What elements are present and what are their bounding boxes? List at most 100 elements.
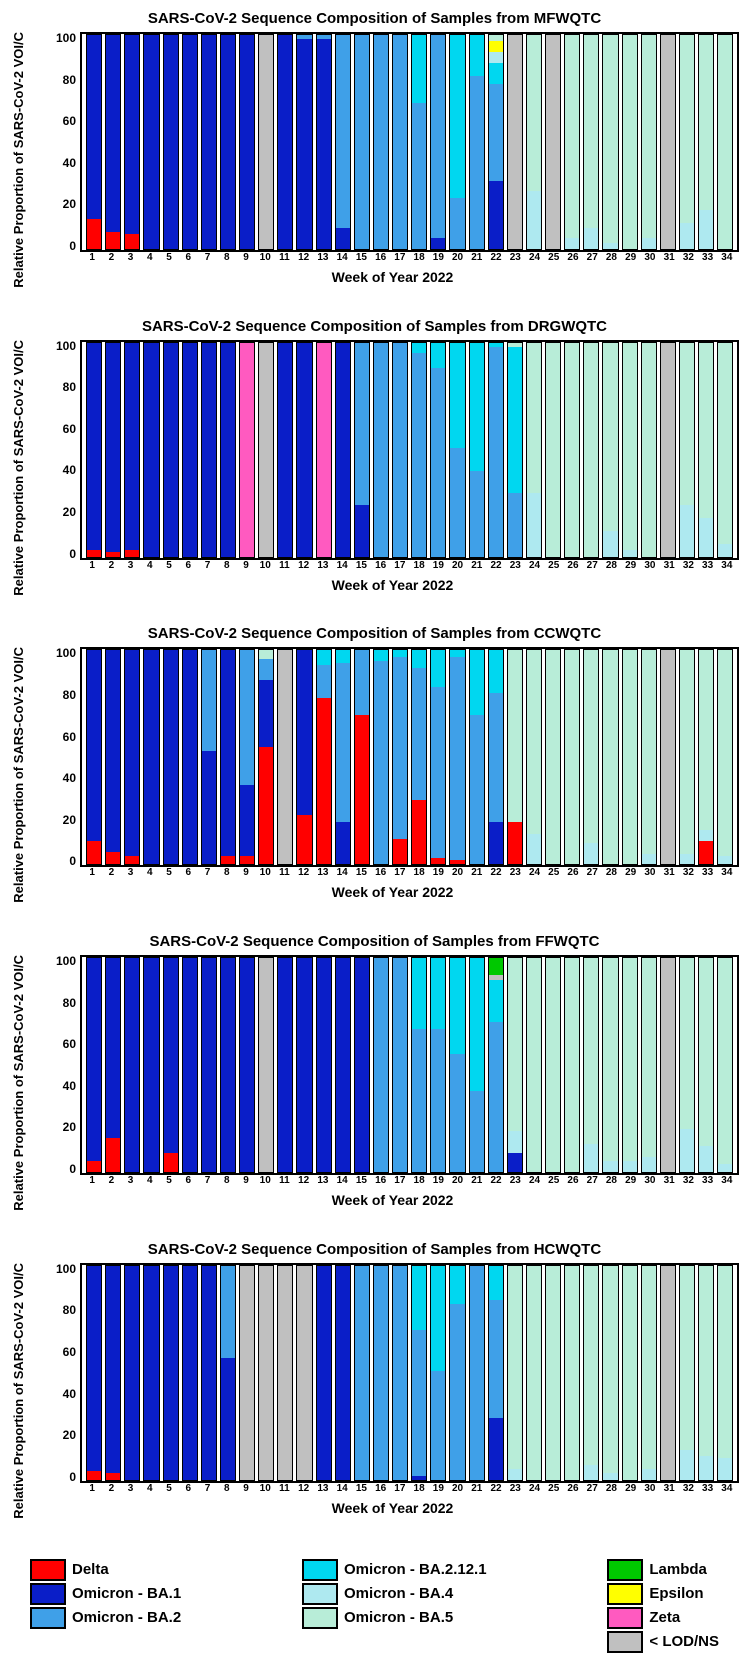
x-tick: 6 — [180, 1483, 196, 1494]
bar-segment — [317, 665, 331, 697]
bar-segment — [183, 343, 197, 557]
bar-segment — [106, 552, 120, 556]
x-tick: 26 — [565, 560, 581, 571]
x-tick: 13 — [315, 252, 331, 263]
bar-segment — [450, 958, 464, 1054]
chart-title: SARS-CoV-2 Sequence Composition of Sampl… — [10, 10, 739, 27]
bar-segment — [393, 1266, 407, 1480]
x-tick: 24 — [526, 867, 542, 878]
bar-segment — [527, 191, 541, 249]
stacked-bar — [507, 957, 523, 1173]
bar-segment — [259, 1266, 273, 1480]
legend-label: Epsilon — [649, 1585, 703, 1602]
x-tick: 20 — [449, 867, 465, 878]
stacked-bar — [698, 957, 714, 1173]
x-tick: 18 — [411, 1175, 427, 1186]
bar-segment — [106, 35, 120, 232]
stacked-bar — [86, 957, 102, 1173]
y-axis-label: Relative Proportion of SARS-CoV-2 VOI/C — [10, 32, 46, 288]
bar-segment — [584, 650, 598, 843]
stacked-bar — [392, 34, 408, 250]
bar-segment — [680, 1266, 694, 1450]
bar-segment — [603, 343, 617, 531]
bar-segment — [489, 980, 503, 1023]
x-tick: 6 — [180, 560, 196, 571]
bar-segment — [202, 650, 216, 751]
x-tick: 29 — [623, 867, 639, 878]
y-tick: 20 — [63, 814, 76, 826]
bar-segment — [355, 958, 369, 1172]
bar-segment — [642, 650, 656, 853]
bar-segment — [374, 35, 388, 249]
stacked-bar — [86, 649, 102, 865]
stacked-bar — [86, 34, 102, 250]
bar-segment — [450, 1054, 464, 1172]
x-tick: 34 — [719, 1483, 735, 1494]
bar-segment — [355, 343, 369, 506]
y-axis-ticks: 100806040200 — [46, 1263, 80, 1483]
y-tick: 80 — [63, 997, 76, 1009]
bar-segment — [661, 343, 675, 557]
x-tick: 21 — [469, 1483, 485, 1494]
stacked-bar — [526, 649, 542, 865]
bar-segment — [202, 1266, 216, 1480]
bar-segment — [278, 958, 292, 1172]
bar-segment — [336, 650, 350, 663]
bar-segment — [106, 232, 120, 249]
x-tick: 30 — [642, 560, 658, 571]
bar-segment — [374, 650, 388, 661]
stacked-bar — [354, 1265, 370, 1481]
stacked-bar — [430, 1265, 446, 1481]
bar-segment — [527, 1266, 541, 1480]
x-tick: 2 — [103, 867, 119, 878]
x-tick: 28 — [603, 867, 619, 878]
bar-segment — [699, 650, 713, 830]
stacked-bar — [163, 34, 179, 250]
bar-segment — [642, 958, 656, 1157]
bar-segment — [144, 343, 158, 557]
stacked-bar — [143, 1265, 159, 1481]
bar-segment — [317, 39, 331, 249]
bar-segment — [642, 35, 656, 238]
stacked-bar — [602, 957, 618, 1173]
plot-area — [80, 1263, 739, 1483]
x-tick: 18 — [411, 867, 427, 878]
x-tick: 23 — [507, 1175, 523, 1186]
x-tick: 20 — [449, 1175, 465, 1186]
plot-area — [80, 955, 739, 1175]
bar-segment — [336, 228, 350, 249]
bar-segment — [642, 1157, 656, 1172]
bar-segment — [221, 1266, 235, 1358]
bar-segment — [278, 343, 292, 557]
bar-segment — [87, 550, 101, 556]
x-tick: 19 — [430, 1483, 446, 1494]
bar-segment — [527, 35, 541, 191]
bar-segment — [183, 958, 197, 1172]
bar-segment — [106, 1266, 120, 1474]
stacked-bar — [296, 342, 312, 558]
bar-segment — [259, 659, 273, 680]
stacked-bar — [430, 649, 446, 865]
stacked-bar — [373, 342, 389, 558]
bar-segment — [240, 35, 254, 249]
x-tick: 5 — [161, 1483, 177, 1494]
stacked-bar — [641, 342, 657, 558]
legend-swatch — [607, 1607, 643, 1629]
x-tick: 32 — [680, 560, 696, 571]
x-tick: 25 — [546, 252, 562, 263]
bar-segment — [164, 343, 178, 557]
stacked-bar — [163, 957, 179, 1173]
bar-segment — [144, 1266, 158, 1480]
bar-segment — [202, 343, 216, 557]
x-tick: 31 — [661, 252, 677, 263]
stacked-bar — [583, 957, 599, 1173]
bar-segment — [106, 852, 120, 865]
bar-segment — [412, 1266, 426, 1330]
y-tick: 60 — [63, 1038, 76, 1050]
stacked-bar — [316, 957, 332, 1173]
x-tick: 30 — [642, 252, 658, 263]
y-tick: 0 — [69, 855, 76, 867]
bar-segment — [623, 650, 637, 864]
x-tick: 24 — [526, 1175, 542, 1186]
bar-segment — [278, 650, 292, 864]
